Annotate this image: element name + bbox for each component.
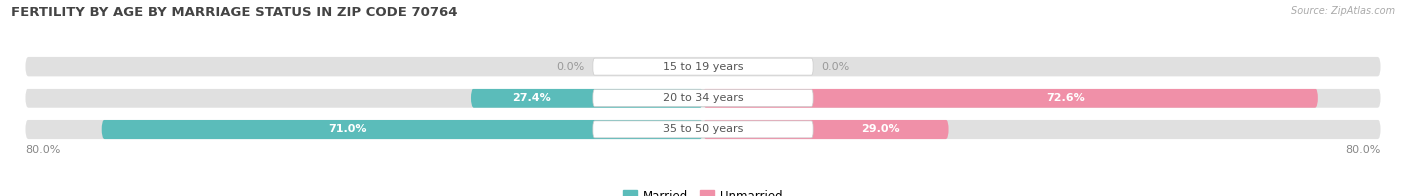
Text: 15 to 19 years: 15 to 19 years bbox=[662, 62, 744, 72]
FancyBboxPatch shape bbox=[593, 90, 813, 106]
Legend: Married, Unmarried: Married, Unmarried bbox=[619, 185, 787, 196]
Text: 71.0%: 71.0% bbox=[328, 124, 367, 134]
Text: 0.0%: 0.0% bbox=[557, 62, 585, 72]
FancyBboxPatch shape bbox=[703, 120, 949, 139]
FancyBboxPatch shape bbox=[593, 58, 813, 75]
FancyBboxPatch shape bbox=[703, 88, 1317, 108]
Text: 35 to 50 years: 35 to 50 years bbox=[662, 124, 744, 134]
Text: 29.0%: 29.0% bbox=[862, 124, 900, 134]
Text: 20 to 34 years: 20 to 34 years bbox=[662, 93, 744, 103]
Text: 72.6%: 72.6% bbox=[1046, 93, 1085, 103]
Text: 27.4%: 27.4% bbox=[513, 93, 551, 103]
Text: 80.0%: 80.0% bbox=[25, 145, 60, 155]
Text: Source: ZipAtlas.com: Source: ZipAtlas.com bbox=[1291, 6, 1395, 16]
Text: 80.0%: 80.0% bbox=[1346, 145, 1381, 155]
Text: FERTILITY BY AGE BY MARRIAGE STATUS IN ZIP CODE 70764: FERTILITY BY AGE BY MARRIAGE STATUS IN Z… bbox=[11, 6, 458, 19]
FancyBboxPatch shape bbox=[101, 120, 703, 139]
Text: 0.0%: 0.0% bbox=[821, 62, 849, 72]
FancyBboxPatch shape bbox=[25, 57, 1381, 76]
FancyBboxPatch shape bbox=[471, 88, 703, 108]
FancyBboxPatch shape bbox=[593, 121, 813, 138]
FancyBboxPatch shape bbox=[25, 88, 1381, 108]
FancyBboxPatch shape bbox=[25, 120, 1381, 139]
